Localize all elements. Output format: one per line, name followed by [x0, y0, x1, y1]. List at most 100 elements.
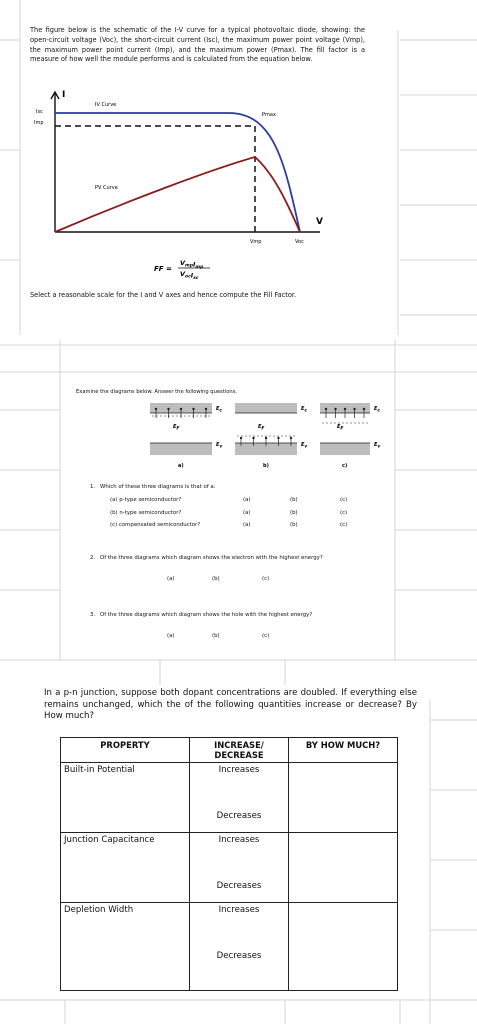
table-row: Junction Capacitance Increases Decreases — [60, 832, 398, 903]
band-label: EF — [258, 424, 265, 432]
option-cell: Increases Decreases — [189, 832, 289, 903]
symbol: E — [258, 424, 262, 430]
carrier — [289, 436, 293, 440]
band-label: Ec — [301, 406, 307, 414]
symbol: E — [301, 406, 305, 412]
carrier — [204, 407, 208, 411]
carrier — [192, 407, 195, 411]
subscript: F — [176, 426, 180, 432]
subscript: v — [219, 445, 223, 450]
symbol: E — [216, 406, 220, 412]
choice: (a) — [243, 497, 251, 503]
choice: (b) — [290, 497, 298, 503]
diagram-label: b) — [263, 463, 269, 469]
curve-label: IV Curve — [95, 102, 116, 108]
choice: (a) — [167, 576, 175, 582]
option: Decreases — [216, 951, 262, 961]
column-header: INCREASE/ DECREASE — [189, 737, 289, 763]
carrier — [239, 436, 243, 440]
option: Decreases — [216, 811, 262, 821]
answer-cell — [288, 832, 398, 903]
property-cell: Junction Capacitance — [60, 832, 190, 903]
subscript: c — [377, 409, 380, 414]
band-label: Ev — [216, 442, 223, 450]
column-header: BY HOW MUCH? — [288, 737, 398, 763]
symbol: E — [374, 442, 378, 448]
axis-label: I — [62, 90, 65, 100]
subscript: F — [261, 426, 265, 432]
option: Decreases — [216, 881, 262, 891]
choice: (c) — [340, 497, 348, 503]
choice: (c) — [262, 576, 270, 582]
subscript: c — [304, 409, 307, 414]
problem-intro: Examine the diagrams below. Answer the f… — [76, 389, 238, 395]
symbol: E — [337, 424, 341, 430]
diagram-label: a) — [178, 463, 184, 469]
problem-intro: The figure below is the schematic of the… — [30, 26, 365, 64]
question-text: Of the three diagrams which diagram show… — [100, 555, 323, 561]
option-text: (c) compensated semiconductor? — [110, 522, 201, 528]
table-row: Depletion Width Increases Decreases — [60, 902, 398, 991]
voc-label: Voc — [295, 239, 304, 245]
option: Increases — [218, 835, 260, 845]
choice: (b) — [290, 522, 298, 528]
formula-numerator: VmpImp — [180, 259, 204, 270]
column-header: PROPERTY — [60, 737, 190, 763]
question-text: Which of these three diagrams is that of… — [100, 484, 216, 490]
symbol: E — [173, 424, 177, 430]
choice: (a) — [243, 522, 251, 528]
symbol: E — [374, 406, 378, 412]
carrier — [167, 407, 170, 411]
band-label: Ec — [216, 406, 222, 414]
property-cell: Built-in Potential — [60, 762, 190, 833]
choice: (b) — [212, 576, 220, 582]
option-text: (b) n-type semiconductor? — [110, 509, 182, 516]
subscript: mp — [185, 264, 194, 269]
table-header: PROPERTY INCREASE/ DECREASE BY HOW MUCH? — [60, 737, 398, 763]
option-text: (a) p-type semiconductor? — [110, 497, 182, 503]
valence-band — [235, 443, 297, 455]
option: Increases — [218, 905, 260, 915]
subscript: oc — [185, 275, 191, 280]
problem-intro: In a p-n junction, suppose both dopant c… — [44, 688, 417, 722]
subscript: F — [340, 426, 344, 432]
option-cell: Increases Decreases — [189, 902, 289, 991]
carrier — [353, 407, 356, 411]
symbol: V — [180, 270, 186, 278]
option: Increases — [218, 765, 260, 775]
choice: (a) — [243, 509, 251, 516]
band-label: Ev — [301, 442, 308, 450]
diagram-label: c) — [342, 463, 347, 469]
instruction: Select a reasonable scale for the I and … — [30, 291, 297, 299]
choice: (c) — [262, 633, 270, 639]
conduction-band — [235, 403, 297, 413]
subscript: sc — [193, 276, 199, 281]
symbol: E — [216, 442, 220, 448]
carrier — [343, 407, 347, 411]
choice: (b) — [290, 509, 298, 516]
option-cell: Increases Decreases — [189, 762, 289, 833]
symbol: I — [193, 261, 196, 269]
curve-label: PV Curve — [95, 185, 118, 191]
choice: (b) — [212, 633, 220, 639]
table-row: Built-in Potential Increases Decreases — [60, 762, 398, 833]
axis-label: V — [316, 217, 323, 227]
band-label: EF — [173, 424, 180, 432]
answer-cell — [288, 902, 398, 991]
symbol: V — [180, 259, 186, 267]
valence-band — [150, 443, 212, 455]
choice: (c) — [340, 522, 348, 528]
subscript: v — [377, 445, 381, 450]
symbol: E — [301, 442, 305, 448]
question-number: 2. — [90, 555, 96, 561]
choice: (c) — [340, 509, 348, 516]
formula-lhs: FF = — [154, 265, 172, 273]
fill-factor-formula: FF = VmpImp Voc Isc — [154, 259, 210, 281]
band-label: Ec — [374, 406, 380, 414]
vmp-label: Vmp — [250, 239, 261, 245]
carrier — [277, 436, 280, 440]
property-cell: Depletion Width — [60, 902, 190, 991]
carrier — [324, 407, 328, 411]
